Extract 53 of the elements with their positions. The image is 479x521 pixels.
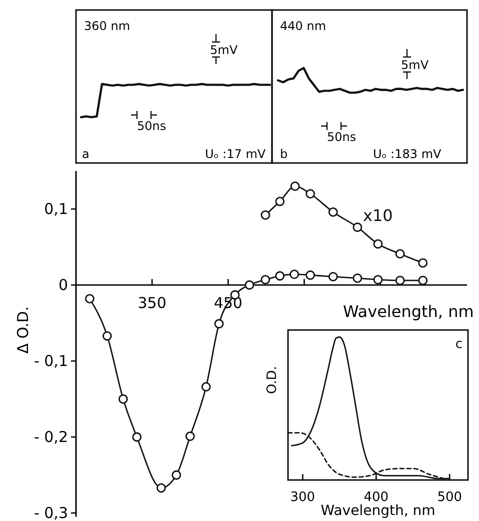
point — [306, 189, 315, 198]
text: 5mV — [210, 43, 238, 57]
point — [290, 182, 300, 191]
y-tick-label: - 0,2 — [34, 428, 68, 446]
x-tick-label: 350 — [138, 294, 166, 312]
annotation: a — [82, 147, 90, 161]
annotation: 50ns — [137, 119, 166, 133]
y-tick-label: 0,1 — [44, 200, 68, 218]
point — [352, 222, 362, 232]
x-axis-title: Wavelength, nm — [320, 503, 436, 519]
point — [156, 483, 166, 493]
text: 440 nm — [280, 19, 326, 33]
point — [172, 470, 182, 480]
point — [84, 294, 94, 304]
point — [418, 258, 428, 268]
point — [260, 274, 270, 284]
point — [185, 432, 195, 441]
point — [328, 207, 338, 217]
y-tick-label: - 0,3 — [34, 504, 68, 521]
point — [214, 319, 224, 328]
point — [373, 274, 383, 284]
series-label: x10 — [363, 206, 393, 225]
point — [244, 280, 254, 290]
point — [132, 432, 142, 442]
point — [275, 271, 285, 281]
point — [275, 196, 285, 206]
x-tick-label: 500 — [437, 490, 462, 505]
x-tick-label: 400 — [364, 490, 389, 505]
point — [328, 272, 338, 282]
x-axis-title: Wavelength, nm — [343, 302, 474, 321]
point — [352, 273, 362, 283]
point — [290, 270, 300, 280]
y-tick-label: - 0,1 — [34, 352, 68, 370]
y-tick-label: 0 — [58, 276, 68, 294]
annotation: 50ns — [327, 130, 356, 144]
annotation: Uₒ :183 mV — [373, 147, 442, 161]
point — [395, 276, 405, 286]
text: 360 nm — [84, 19, 130, 33]
x-tick-label: 300 — [290, 490, 316, 505]
annotation: 5mV — [401, 58, 430, 72]
annotation: Uₒ :17 mV — [205, 147, 266, 161]
y-axis-title: Δ O.D. — [14, 306, 32, 354]
point — [260, 210, 270, 220]
point — [373, 239, 383, 249]
point — [102, 331, 112, 341]
annotation: c — [455, 337, 463, 352]
y-axis-title: O.D. — [265, 366, 280, 394]
point — [395, 249, 405, 259]
point — [418, 276, 428, 286]
annotation: b — [280, 147, 288, 161]
point — [201, 382, 211, 392]
point — [118, 394, 128, 404]
point — [306, 270, 315, 280]
